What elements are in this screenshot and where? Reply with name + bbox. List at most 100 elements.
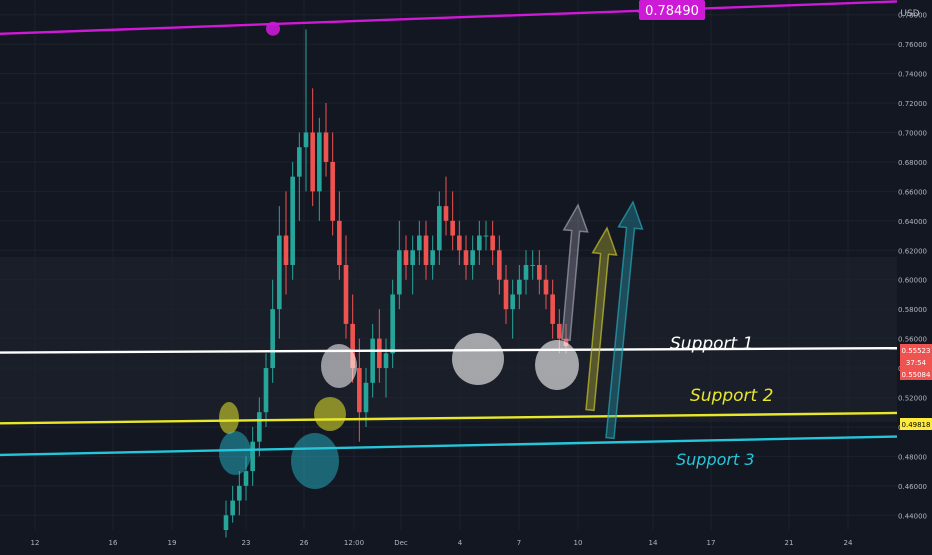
x-tick-label: 26 xyxy=(300,539,309,547)
candle-body xyxy=(383,353,389,369)
highlight-circle xyxy=(291,433,339,489)
y-tick-label: 0.46000 xyxy=(898,483,927,491)
price-tag-text: 0.49818 xyxy=(902,421,931,429)
y-tick-label: 0.70000 xyxy=(898,130,927,138)
candle-body xyxy=(390,294,395,354)
price-tag-box xyxy=(900,418,932,430)
price-tag-text: 37:54 xyxy=(906,359,927,367)
candle-body xyxy=(403,250,409,265)
y-tick-label: 0.66000 xyxy=(898,188,927,196)
x-tick-label: 14 xyxy=(649,539,658,547)
candle-body xyxy=(503,279,509,310)
candle-body xyxy=(350,323,355,369)
candle-body xyxy=(223,515,229,530)
candle-body xyxy=(517,279,522,295)
candle-body xyxy=(317,132,322,192)
y-tick-label: 0.72000 xyxy=(898,100,927,108)
highlight-circle xyxy=(452,333,504,385)
support_2-line xyxy=(0,411,898,425)
candle-body xyxy=(363,382,369,413)
x-tick-label: 17 xyxy=(707,539,716,547)
y-tick-label: 0.44000 xyxy=(898,512,927,520)
candle-body xyxy=(323,132,329,162)
target-arrow-cyan xyxy=(605,200,644,440)
price-tag-box xyxy=(900,368,932,380)
candle-body xyxy=(550,294,555,324)
resistance-callout-box xyxy=(639,0,705,20)
x-tick-label: 24 xyxy=(844,539,853,547)
candle-body xyxy=(277,235,282,310)
candle-body xyxy=(483,235,489,237)
target-arrow-yellow xyxy=(585,226,618,412)
candle-body xyxy=(250,441,255,472)
y-tick-label: 0.74000 xyxy=(898,71,927,79)
candle-body xyxy=(283,235,289,265)
candle-body xyxy=(303,132,309,148)
x-tick-label: 12:00 xyxy=(344,539,364,547)
y-tick-label: 0.52000 xyxy=(898,395,927,403)
y-tick-label: 0.56000 xyxy=(898,336,927,344)
target-arrow-cyan-shape xyxy=(605,200,644,440)
y-tick-label: 0.60000 xyxy=(898,277,927,285)
candle-body xyxy=(297,147,302,177)
support-2-label: Support 2 xyxy=(690,386,773,406)
y-tick-label: 0.78000 xyxy=(898,12,927,20)
x-tick-label: 12 xyxy=(31,539,40,547)
candle-body xyxy=(437,206,442,251)
candle-body xyxy=(397,250,402,295)
resistance-callout-text: 0.78490 xyxy=(645,4,699,19)
candle-body xyxy=(530,265,535,266)
x-tick-label: 21 xyxy=(785,539,794,547)
candle-body xyxy=(357,368,362,413)
target-arrow-gray-shape xyxy=(561,203,589,342)
candle-body xyxy=(463,250,469,265)
resistance-line xyxy=(0,0,898,36)
candle-body xyxy=(237,485,242,501)
support_3-line xyxy=(0,435,898,457)
candle-body xyxy=(370,338,375,383)
highlight-circle xyxy=(321,344,357,388)
candle-body xyxy=(343,265,349,324)
support-1-label: Support 1 xyxy=(670,334,753,354)
candle-body xyxy=(470,250,475,265)
price-tag-box xyxy=(900,344,932,356)
price-tag-box xyxy=(900,356,932,368)
y-tick-label: 0.76000 xyxy=(898,41,927,49)
candle-body xyxy=(443,206,449,221)
x-tick-label: 16 xyxy=(109,539,118,547)
x-tick-label: Dec xyxy=(394,539,408,547)
candle-body xyxy=(490,235,495,251)
candle-body xyxy=(510,294,515,310)
y-tick-label: 0.48000 xyxy=(898,453,927,461)
price-tag: 37:54 xyxy=(900,356,932,368)
consolidation-zone xyxy=(0,257,897,422)
price-tag-text: 0.55084 xyxy=(902,371,931,379)
candle-body xyxy=(270,309,275,369)
x-tick-label: 7 xyxy=(517,539,521,547)
y-tick-label: 0.68000 xyxy=(898,159,927,167)
candle-body xyxy=(230,500,235,516)
candle-body xyxy=(423,235,429,265)
candle-body xyxy=(457,235,462,251)
candle-body xyxy=(243,471,249,486)
candle-body xyxy=(523,265,529,280)
x-tick-label: 10 xyxy=(574,539,583,547)
highlight-circle xyxy=(219,402,239,434)
price-tag: 0.55523 xyxy=(900,344,932,356)
y-tick-label: 0.58000 xyxy=(898,306,927,314)
x-tick-label: 4 xyxy=(458,539,463,547)
price-tag: 0.55084 xyxy=(900,368,932,380)
candle-body xyxy=(290,176,295,265)
highlight-circle xyxy=(314,397,346,431)
candle-body xyxy=(377,338,382,369)
support_1-line xyxy=(0,346,898,354)
x-tick-label: 19 xyxy=(168,539,177,547)
candle-body xyxy=(330,161,335,221)
candle-body xyxy=(537,265,542,280)
candle-body xyxy=(310,132,315,192)
candle-body xyxy=(543,279,549,295)
resistance-touch-marker xyxy=(266,21,280,36)
highlight-circle xyxy=(535,340,579,390)
